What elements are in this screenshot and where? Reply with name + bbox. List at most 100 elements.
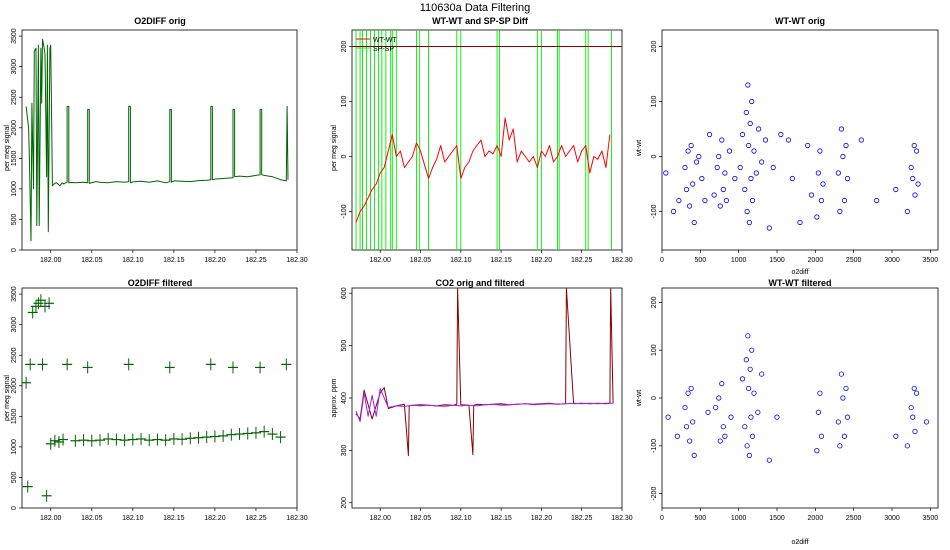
x-tick-label: 500 [694,257,706,264]
plot-marks [663,82,921,231]
data-point [912,192,918,198]
y-tick-label: 2000 [11,378,18,394]
plot-frame [21,29,298,251]
data-point [815,170,822,176]
y-tick-label: 1000 [11,181,18,197]
data-point [690,419,696,425]
data-point [665,414,671,420]
data-point [913,148,920,154]
x-tick-label: 182.00 [369,515,391,522]
y-tick-label: 0 [651,396,658,400]
y-tick-label: 100 [651,344,658,356]
data-point [815,409,822,415]
y-tick-label: 100 [341,96,348,108]
x-tick-label: 3500 [923,515,939,522]
data-point [840,153,846,160]
x-tick-label: 3000 [884,515,900,522]
data-point [808,192,815,198]
data-point [837,443,843,449]
panel-wt-sp-diff: WT-WT and SP-SP Diff per meg signal 182.… [331,16,633,264]
data-point [714,164,720,171]
data-point [843,385,849,392]
x-tick-label: 182.15 [490,515,512,522]
x-tick-label: 182.30 [611,257,633,264]
data-point [759,159,765,165]
data-point [722,433,728,439]
data-point [719,137,725,143]
y-tick-label: 400 [341,392,348,404]
data-point [691,452,697,458]
data-point [841,197,848,204]
x-tick-label: 182.00 [40,257,62,264]
data-point [737,164,743,171]
data-point [893,433,899,439]
x-tick-label: 182.30 [286,515,308,522]
y-tick-label: 2000 [11,120,18,136]
data-point [751,148,757,154]
series-line-filtered [355,388,614,423]
panel-title: CO2 orig and filtered [435,278,524,288]
data-point [818,433,825,439]
data-point [755,409,761,415]
panel-title: O2DIFF filtered [128,278,193,288]
x-tick-label: 182.10 [122,257,144,264]
data-point [908,164,914,171]
data-point [744,443,750,449]
plot-marks [22,294,292,502]
data-point [911,142,917,149]
y-axis-label: wt-wt [636,390,643,407]
plot-frame [351,287,623,509]
y-tick-label: 2500 [11,347,18,363]
data-point [748,414,754,420]
data-point [923,419,930,425]
data-point [817,148,823,154]
y-axis-label: wt-wt [636,140,643,157]
y-tick-label: -100 [341,204,348,218]
y-tick-label: 500 [341,340,348,352]
y-tick-label: -100 [651,439,658,453]
plot-marks [665,333,930,463]
data-point [720,424,726,430]
data-point [904,208,910,215]
data-point [743,109,749,116]
data-point [789,175,795,182]
plot-frame [661,287,939,509]
x-tick-label: 182.20 [204,515,226,522]
data-point [728,414,734,420]
x-tick-label: 182.15 [490,257,512,264]
y-tick-label: 200 [341,497,348,509]
data-point [753,170,759,176]
y-tick-label: 3000 [11,59,18,75]
data-point [805,142,811,149]
x-tick-label: 500 [694,515,706,522]
x-tick-label: 2000 [808,257,824,264]
data-point [742,186,748,193]
data-point [711,192,717,198]
y-tick-label: 3500 [11,286,18,302]
data-point [742,424,748,430]
data-point [814,214,820,220]
y-tick-label: 0 [651,154,658,158]
x-tick-label: 1000 [731,515,747,522]
panel-title: WT-WT and SP-SP Diff [432,16,529,26]
x-tick-label: 0 [660,257,664,264]
data-point [717,203,723,209]
y-tick-label: 3500 [11,28,18,44]
y-tick-label: 600 [341,287,348,299]
data-point [716,153,722,160]
y-tick-label: 500 [11,472,18,484]
data-point [797,219,803,226]
x-tick-label: 182.05 [410,515,432,522]
data-point [682,164,688,171]
data-point [770,164,776,171]
data-point [723,197,730,204]
data-point [719,381,725,387]
y-tick-label: 3000 [11,317,18,333]
data-point [774,414,780,420]
data-point [739,131,746,138]
y-tick-label: 0 [341,154,348,158]
data-point [682,404,688,411]
data-point [841,433,848,439]
panel-title: O2DIFF orig [134,16,186,26]
data-point [913,390,920,396]
